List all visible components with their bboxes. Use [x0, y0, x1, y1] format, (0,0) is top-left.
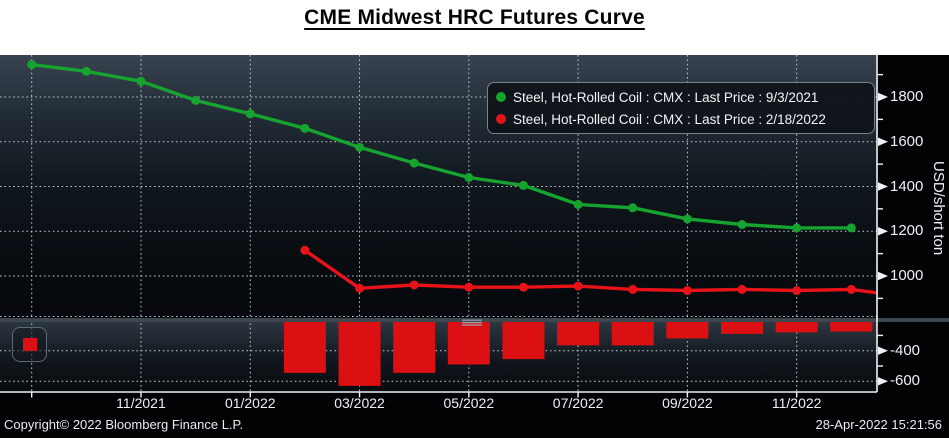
- chart-plot-area[interactable]: Steel, Hot-Rolled Coil : CMX : Last Pric…: [0, 55, 949, 438]
- y-tick-label: 1600: [890, 132, 924, 150]
- x-tick-label: 11/2021: [116, 395, 166, 411]
- title-bar: CME Midwest HRC Futures Curve: [0, 0, 949, 55]
- legend: Steel, Hot-Rolled Coil : CMX : Last Pric…: [487, 82, 875, 134]
- y-tick-label: -400: [890, 341, 921, 359]
- y-axis-title: USD/short ton: [930, 160, 947, 256]
- spread-series-legend-box[interactable]: [12, 327, 47, 362]
- y-tick-label: -600: [890, 372, 921, 390]
- y-tick-label: 1000: [890, 267, 924, 284]
- timestamp-text: 28-Apr-2022 15:21:56: [815, 417, 942, 432]
- y-tick-label: 1400: [890, 177, 924, 195]
- x-tick-label: 01/2022: [224, 395, 276, 411]
- legend-item-curve-2022[interactable]: Steel, Hot-Rolled Coil : CMX : Last Pric…: [496, 109, 866, 130]
- x-tick-label: 05/2022: [443, 395, 495, 411]
- red-dot-icon: [496, 114, 506, 124]
- x-tick-label: 09/2022: [662, 395, 713, 411]
- copyright-text: Copyright© 2022 Bloomberg Finance L.P.: [4, 417, 244, 432]
- x-tick-label: 07/2022: [552, 395, 604, 411]
- green-dot-icon: [496, 92, 506, 102]
- legend-label-curve-2022: Steel, Hot-Rolled Coil : CMX : Last Pric…: [513, 111, 826, 127]
- legend-item-curve-2021[interactable]: Steel, Hot-Rolled Coil : CMX : Last Pric…: [496, 87, 866, 108]
- y-tick-label: 1800: [890, 88, 924, 105]
- chart-title: CME Midwest HRC Futures Curve: [304, 6, 645, 29]
- red-square-icon: [22, 338, 37, 351]
- x-tick-label: 03/2022: [334, 395, 385, 411]
- y-tick-label: 1200: [890, 222, 924, 240]
- panel-resize-handle[interactable]: [462, 319, 482, 326]
- x-tick-label: 11/2022: [771, 395, 822, 411]
- legend-label-curve-2021: Steel, Hot-Rolled Coil : CMX : Last Pric…: [513, 89, 819, 105]
